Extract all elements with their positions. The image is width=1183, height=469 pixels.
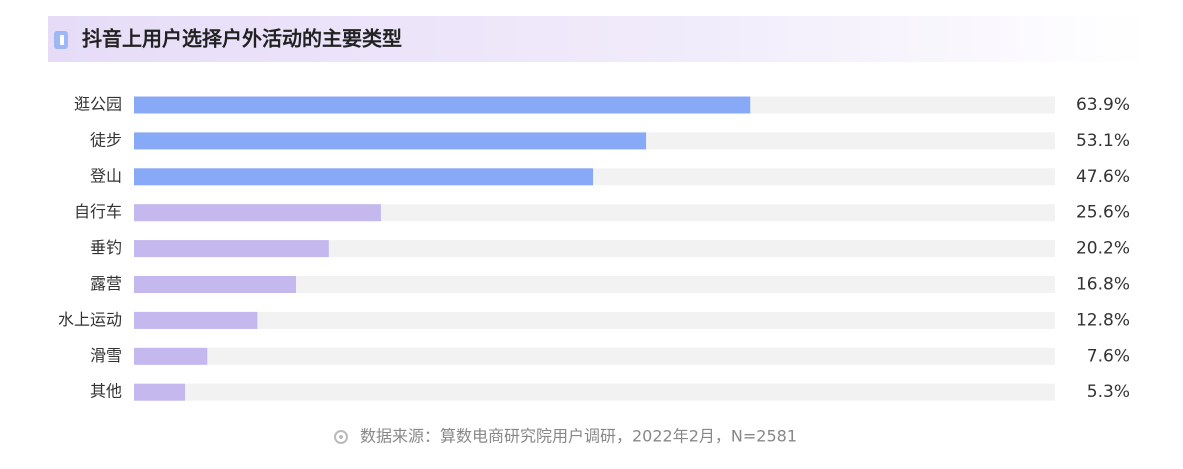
bar-track [134, 240, 1055, 258]
source-icon-dot [339, 435, 343, 439]
category-label: 露营 [90, 274, 122, 293]
bar-track [134, 383, 1055, 401]
bar [134, 347, 208, 365]
category-label: 自行车 [74, 202, 122, 221]
bar [134, 240, 329, 258]
bar [134, 383, 186, 401]
bar-track [134, 347, 1055, 365]
category-label: 滑雪 [90, 346, 122, 365]
category-label: 逛公园 [74, 95, 122, 114]
bar [134, 168, 594, 186]
bar-track [134, 311, 1055, 329]
value-label: 20.2% [1076, 239, 1130, 259]
bar [134, 96, 751, 114]
bar [134, 204, 381, 222]
category-label: 登山 [90, 166, 122, 185]
value-label: 12.8% [1076, 310, 1130, 330]
value-label: 47.6% [1076, 167, 1130, 187]
value-label: 16.8% [1076, 275, 1130, 295]
category-label: 垂钓 [90, 238, 122, 257]
value-label: 7.6% [1087, 346, 1130, 366]
value-label: 63.9% [1076, 95, 1130, 115]
title-icon-mark [60, 35, 64, 45]
category-label: 水上运动 [58, 310, 122, 329]
bar-track [134, 276, 1055, 293]
category-label: 其他 [90, 382, 122, 401]
value-label: 25.6% [1076, 203, 1130, 223]
title-band [48, 16, 1148, 62]
bar [134, 132, 647, 150]
category-label: 徒步 [90, 130, 122, 149]
bar [134, 311, 258, 329]
value-label: 53.1% [1076, 131, 1130, 151]
source-icon [334, 430, 348, 444]
value-label: 5.3% [1087, 382, 1130, 402]
source-note: 数据来源：算数电商研究院用户调研，2022年2月，N=2581 [360, 427, 797, 446]
chart-title: 抖音上用户选择户外活动的主要类型 [82, 27, 402, 51]
bar [134, 276, 297, 293]
